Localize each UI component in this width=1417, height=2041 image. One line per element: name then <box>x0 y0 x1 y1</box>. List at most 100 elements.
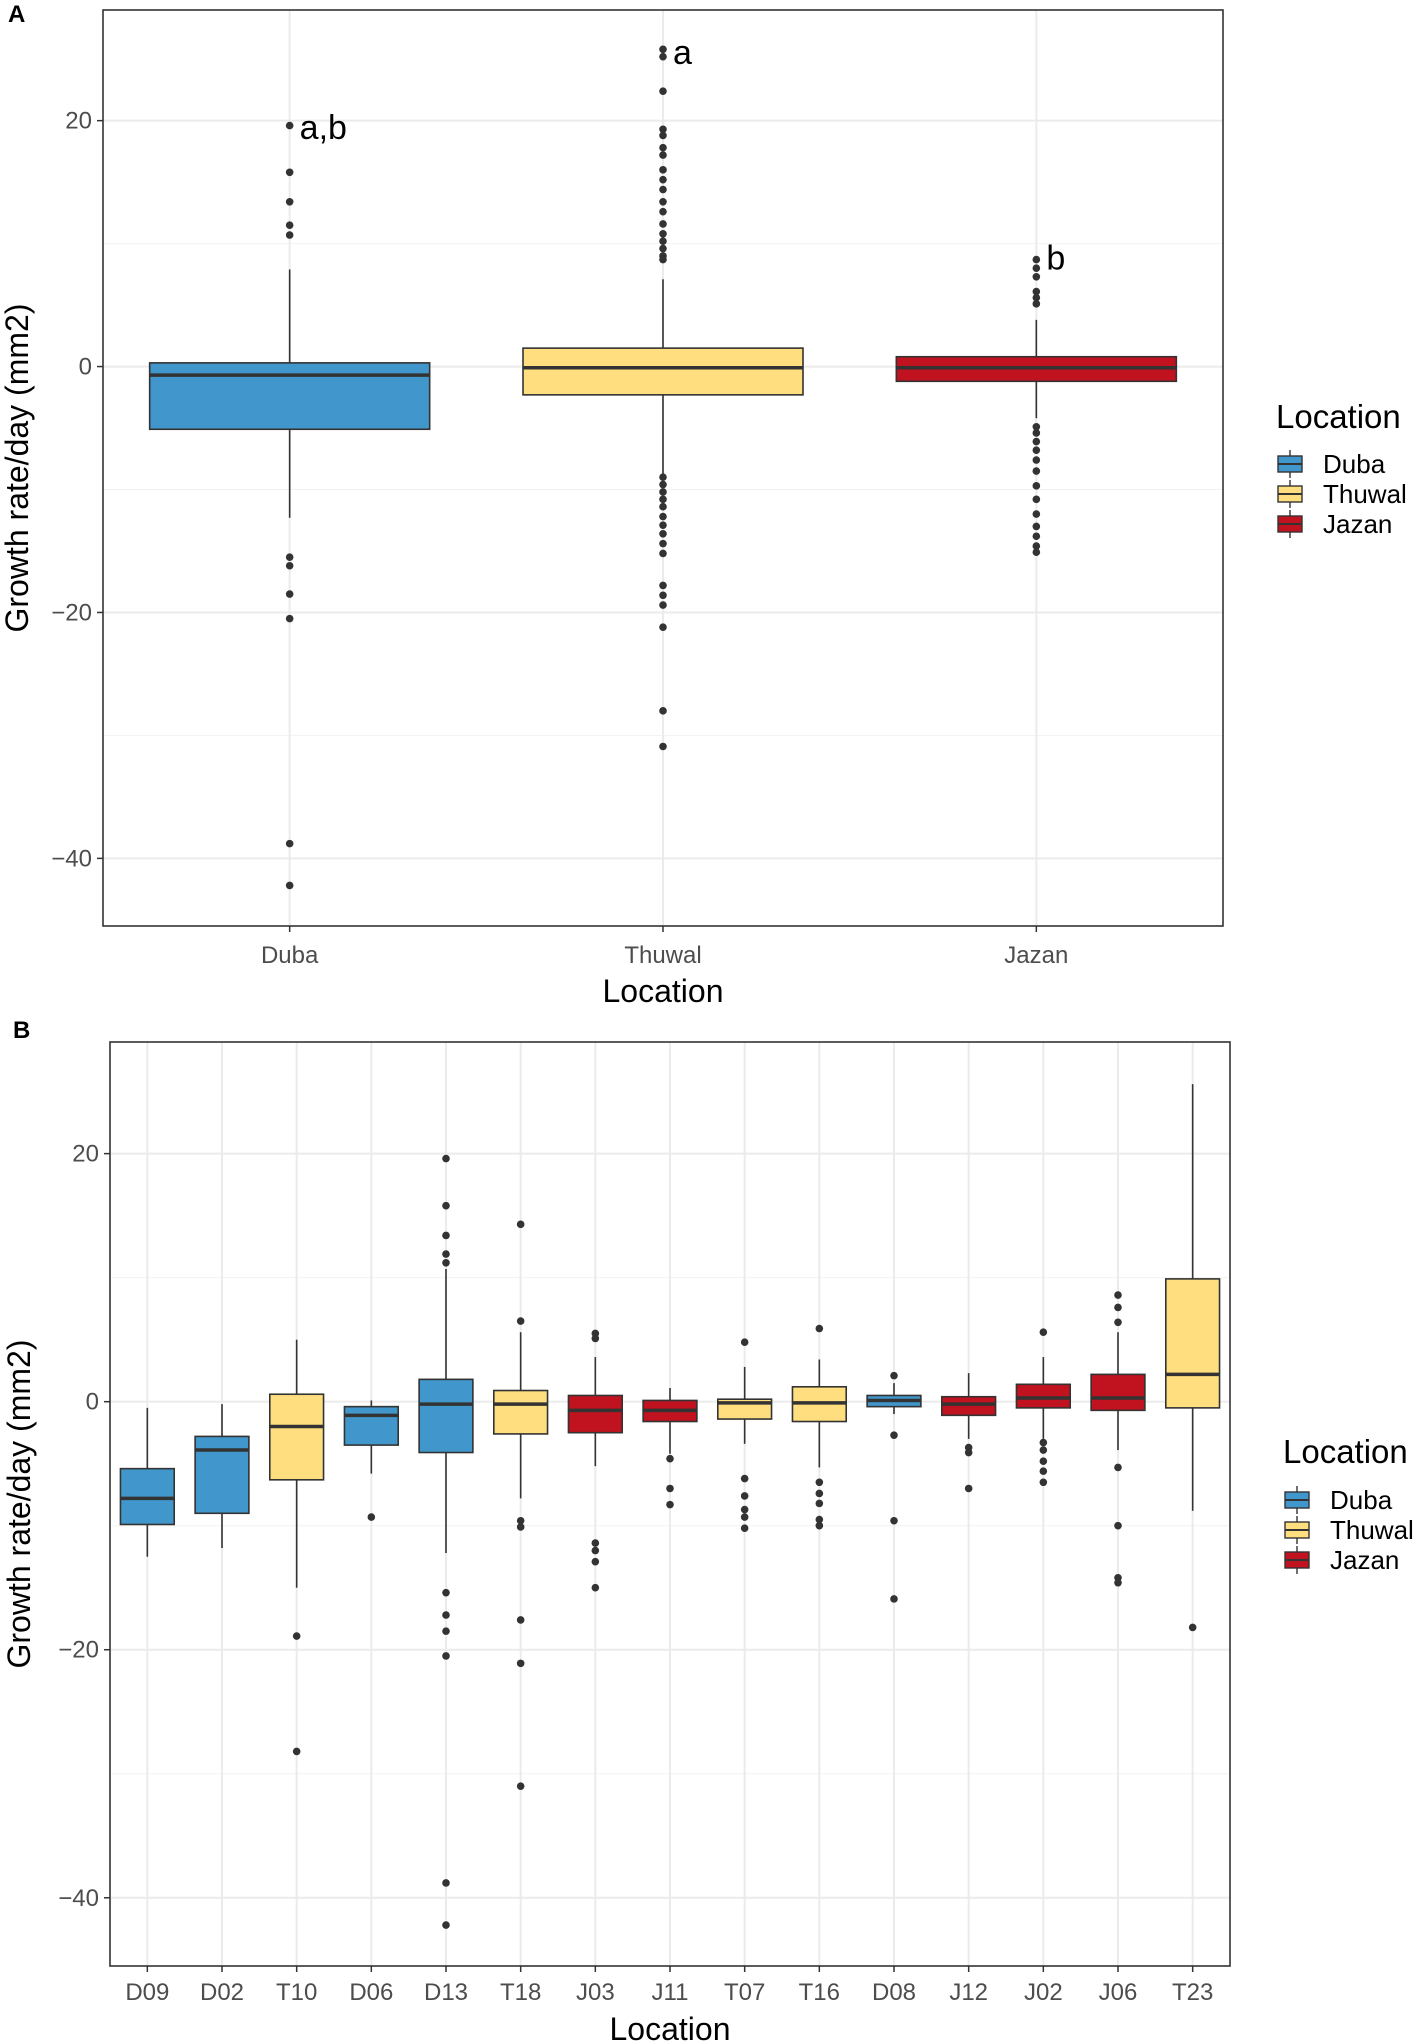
outlier-point <box>285 231 294 239</box>
box-t10 <box>268 1339 325 1756</box>
outlier-point <box>659 220 667 228</box>
outlier-point <box>666 1484 674 1493</box>
outlier-point <box>516 1516 525 1525</box>
outlier-point <box>285 221 294 229</box>
outlier-point <box>1032 482 1041 490</box>
y-tick-label: 0 <box>79 354 92 381</box>
outlier-point <box>1039 1467 1048 1475</box>
iqr-box <box>1164 1278 1221 1409</box>
box-t07 <box>716 1338 773 1532</box>
outlier-point <box>815 1499 824 1508</box>
legend-title: Location <box>1276 398 1401 435</box>
outlier-point <box>285 198 294 206</box>
legend-key-thuwal <box>1284 1516 1310 1544</box>
outlier-point <box>1032 429 1041 437</box>
x-tick-label: D13 <box>424 1979 468 2006</box>
x-tick-label: T16 <box>799 1979 840 2006</box>
outlier-point <box>442 1258 450 1267</box>
x-tick-label: Jazan <box>1004 942 1068 969</box>
legend-label-jazan: Jazan <box>1330 1545 1399 1575</box>
outlier-point <box>964 1448 973 1457</box>
x-axis-title: Location <box>603 973 724 1009</box>
outlier-point <box>442 1627 450 1635</box>
outlier-point <box>516 1616 525 1624</box>
outlier-point <box>659 175 667 184</box>
significance-letter: a <box>673 34 692 72</box>
outlier-point <box>1032 456 1041 464</box>
outlier-point <box>740 1492 749 1500</box>
outlier-point <box>815 1515 824 1524</box>
outlier-point <box>516 1220 525 1229</box>
panel-letter: A <box>8 1 25 28</box>
outlier-point <box>1032 510 1041 518</box>
outlier-point <box>516 1782 525 1790</box>
outlier-point <box>890 1516 898 1525</box>
outlier-point <box>516 1659 525 1668</box>
outlier-point <box>659 591 667 600</box>
outlier-point <box>292 1747 301 1756</box>
outlier-point <box>1114 1318 1122 1327</box>
box-t18 <box>492 1220 549 1790</box>
iqr-box <box>492 1389 549 1435</box>
outlier-point <box>659 623 667 632</box>
x-tick-label: T07 <box>724 1979 765 2006</box>
outlier-point <box>659 601 667 609</box>
outlier-point <box>815 1478 824 1487</box>
outlier-point <box>659 581 667 590</box>
x-tick-label: D08 <box>872 1979 916 2006</box>
outlier-point <box>659 207 667 216</box>
outlier-point <box>659 707 667 715</box>
outlier-point <box>591 1583 600 1592</box>
x-tick-label: T10 <box>276 1979 317 2006</box>
outlier-point <box>815 1489 824 1498</box>
outlier-point <box>1032 264 1041 273</box>
outlier-point <box>442 1250 450 1258</box>
box-j11 <box>642 1388 698 1509</box>
iqr-box <box>567 1394 624 1434</box>
outlier-point <box>1032 446 1041 454</box>
outlier-point <box>367 1513 376 1521</box>
y-tick-label: −40 <box>51 845 92 872</box>
iqr-box <box>418 1378 474 1454</box>
iqr-box <box>268 1393 325 1481</box>
outlier-point <box>591 1539 600 1547</box>
box-d13 <box>418 1154 474 1929</box>
outlier-point <box>516 1523 525 1531</box>
box-d06 <box>343 1400 400 1521</box>
legend-label-jazan: Jazan <box>1323 509 1392 539</box>
outlier-point <box>740 1338 749 1346</box>
outlier-point <box>285 614 294 623</box>
outlier-point <box>1032 532 1041 541</box>
outlier-point <box>1114 1521 1122 1530</box>
outlier-point <box>1039 1438 1048 1447</box>
outlier-point <box>740 1513 749 1521</box>
x-tick-label: T23 <box>1172 1979 1213 2006</box>
x-tick-label: D06 <box>349 1979 393 2006</box>
iqr-box <box>148 362 431 431</box>
outlier-point <box>1032 300 1041 308</box>
significance-letter: a,b <box>300 109 347 147</box>
outlier-point <box>1039 1478 1048 1487</box>
outlier-point <box>659 244 667 253</box>
outlier-point <box>666 1500 674 1509</box>
box-d09 <box>119 1407 176 1557</box>
outlier-point <box>285 561 294 570</box>
outlier-point <box>659 480 667 489</box>
y-tick-label: −40 <box>58 1885 99 1912</box>
outlier-point <box>285 121 294 130</box>
outlier-point <box>442 1154 450 1163</box>
outlier-point <box>659 529 667 538</box>
outlier-point <box>659 521 667 529</box>
x-tick-label: J12 <box>949 1979 988 2006</box>
iqr-box <box>194 1435 250 1515</box>
outlier-point <box>591 1546 600 1555</box>
legend-key-duba <box>1284 1486 1310 1514</box>
outlier-point <box>442 1231 450 1240</box>
iqr-box <box>1015 1383 1072 1409</box>
outlier-point <box>659 52 667 61</box>
iqr-box <box>119 1467 176 1526</box>
legend-label-thuwal: Thuwal <box>1323 479 1407 509</box>
outlier-point <box>659 229 667 238</box>
iqr-box <box>1090 1373 1146 1412</box>
